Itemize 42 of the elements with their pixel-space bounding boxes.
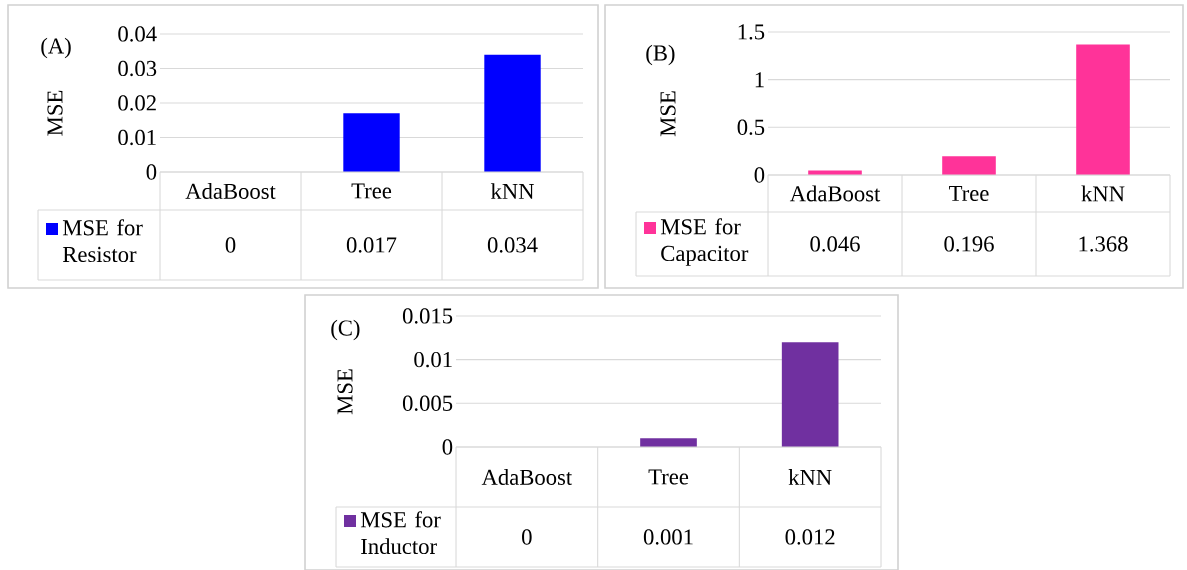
- data-label: 0.001: [643, 529, 693, 545]
- y-axis-title: MSE: [660, 91, 676, 137]
- text: (B): [646, 44, 675, 66]
- chart-title: (C): [331, 319, 360, 341]
- y-tick-label: 0.04: [118, 26, 157, 42]
- x-tick-label: kNN: [1081, 185, 1125, 202]
- y-tick-label: 0.01: [118, 129, 156, 146]
- x-tick-label: AdaBoost: [481, 469, 573, 485]
- y-tick-label: 0.015: [402, 308, 453, 324]
- data-label: 0.046: [810, 236, 860, 252]
- x-tick-label: Tree: [648, 469, 689, 485]
- y-tick-label: 0.03: [118, 60, 157, 77]
- y-tick-label: 1: [755, 72, 764, 88]
- chart-title: (A): [41, 37, 71, 59]
- data-label: 0.196: [944, 236, 994, 252]
- bar: [1076, 44, 1130, 175]
- y-tick-label: 0.005: [402, 395, 453, 412]
- x-tick-label: kNN: [788, 469, 832, 485]
- x-tick-label: kNN: [490, 183, 535, 199]
- y-tick-label: 0.01: [414, 351, 452, 368]
- data-label: 0.017: [346, 237, 397, 253]
- x-tick-label: Tree: [351, 183, 392, 199]
- y-tick-label: 1.5: [738, 24, 765, 40]
- x-tick-label: AdaBoost: [185, 183, 276, 199]
- data-label: 1.368: [1079, 236, 1128, 252]
- x-tick-label: Tree: [949, 185, 989, 202]
- y-tick-label: 0.5: [737, 119, 765, 136]
- y-tick-label: 0.02: [118, 95, 156, 111]
- y-axis-title: MSE: [337, 369, 353, 415]
- x-tick-label: AdaBoost: [789, 185, 881, 202]
- data-label: 0.012: [785, 529, 835, 545]
- data-label: 0.034: [487, 237, 538, 253]
- y-axis-title: MSE: [47, 90, 63, 136]
- legend-label: MSE for Capacitor: [660, 218, 749, 266]
- data-label: 0: [522, 529, 532, 545]
- y-tick-label: 0: [146, 164, 157, 180]
- y-tick-label: 0: [442, 439, 453, 455]
- bar: [942, 156, 996, 175]
- legend-label: MSE for Inductor: [360, 511, 441, 555]
- y-tick-label: 0: [754, 167, 765, 183]
- data-label: 0: [225, 237, 236, 253]
- legend-label: MSE for Resistor: [62, 219, 143, 263]
